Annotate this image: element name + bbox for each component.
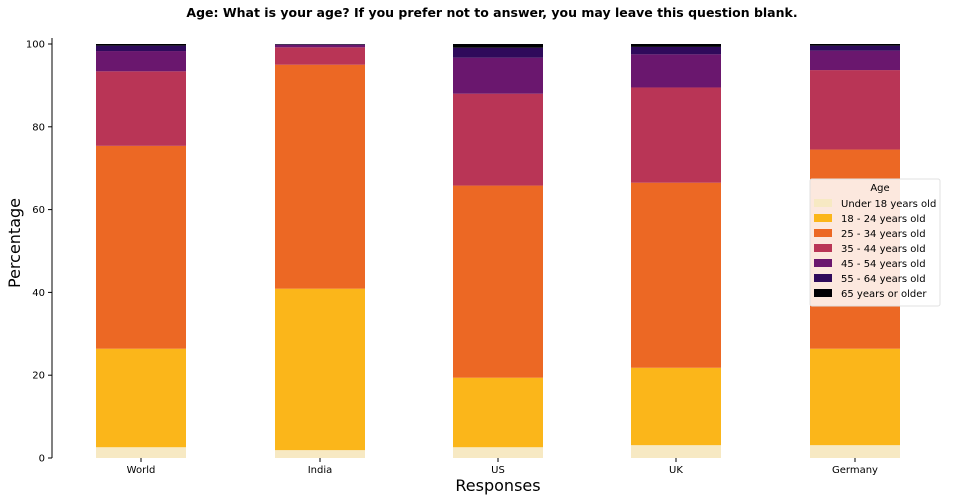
x-tick-label-uk: UK	[669, 465, 683, 476]
legend: Age Under 18 years old 18 - 24 years old 25…	[809, 178, 941, 307]
legend-swatch-2	[814, 229, 832, 237]
bar-segment-world-5	[96, 45, 186, 52]
bar-segment-us-6	[453, 44, 543, 48]
bar-segment-india-0	[275, 450, 365, 458]
bar-segment-us-2	[453, 185, 543, 378]
bar-segment-us-1	[453, 377, 543, 448]
bar-segment-us-3	[453, 93, 543, 186]
bar-segment-germany-3	[810, 70, 900, 150]
y-tick-label: 40	[32, 288, 45, 299]
y-tick-label: 20	[32, 371, 45, 382]
y-tick-label: 60	[32, 205, 45, 216]
y-tick-label: 100	[26, 40, 45, 51]
bar-segment-uk-3	[631, 87, 721, 183]
bar-segment-world-4	[96, 51, 186, 72]
bar-segment-world-6	[96, 44, 186, 46]
bar-segment-uk-6	[631, 44, 721, 47]
bar-segment-india-4	[275, 44, 365, 48]
x-tick-label-germany: Germany	[832, 465, 878, 476]
x-axis-label: Responses	[455, 476, 540, 495]
legend-box	[809, 178, 941, 307]
x-tick-label-us: US	[491, 465, 505, 476]
legend-label-3: 35 - 44 years old	[841, 244, 926, 255]
legend-swatch-0	[814, 199, 832, 207]
bar-segment-us-0	[453, 447, 543, 458]
legend-swatch-3	[814, 244, 832, 252]
bar-segment-germany-5	[810, 45, 900, 51]
bar-segment-uk-4	[631, 54, 721, 88]
legend-title: Age	[870, 183, 889, 194]
bar-segment-uk-0	[631, 445, 721, 458]
bar-segment-uk-2	[631, 182, 721, 368]
legend-label-4: 45 - 54 years old	[841, 259, 926, 270]
bar-segment-germany-6	[810, 44, 900, 46]
legend-label-1: 18 - 24 years old	[841, 214, 926, 225]
legend-swatch-1	[814, 214, 832, 222]
bar-segment-india-2	[275, 64, 365, 289]
x-axis: World India US UK Germany	[127, 458, 878, 476]
bar-segment-germany-4	[810, 50, 900, 71]
y-axis: 0 20 40 60 80 100	[26, 38, 53, 465]
bar-segment-germany-0	[810, 445, 900, 458]
x-tick-label-world: World	[127, 465, 156, 476]
legend-swatch-4	[814, 259, 832, 267]
bar-segment-uk-5	[631, 46, 721, 55]
bar-segment-world-2	[96, 145, 186, 349]
bar-segment-india-1	[275, 288, 365, 451]
bar-segment-us-4	[453, 57, 543, 94]
legend-label-5: 55 - 64 years old	[841, 274, 926, 285]
legend-label-6: 65 years or older	[841, 289, 927, 300]
bar-segment-uk-1	[631, 367, 721, 446]
legend-label-0: Under 18 years old	[841, 199, 936, 210]
plot-area	[96, 44, 900, 458]
legend-label-2: 25 - 34 years old	[841, 229, 926, 240]
x-tick-label-india: India	[308, 465, 333, 476]
y-tick-label: 80	[32, 122, 45, 133]
bar-segment-germany-1	[810, 348, 900, 446]
bar-segment-us-5	[453, 47, 543, 58]
bar-segment-india-3	[275, 47, 365, 65]
bar-segment-world-1	[96, 348, 186, 448]
y-tick-label: 0	[39, 454, 45, 465]
bar-segment-world-0	[96, 447, 186, 458]
legend-swatch-6	[814, 289, 832, 297]
bar-segment-world-3	[96, 71, 186, 146]
y-axis-label: Percentage	[5, 198, 24, 288]
chart-title: Age: What is your age? If you prefer not…	[186, 5, 797, 20]
legend-swatch-5	[814, 274, 832, 282]
